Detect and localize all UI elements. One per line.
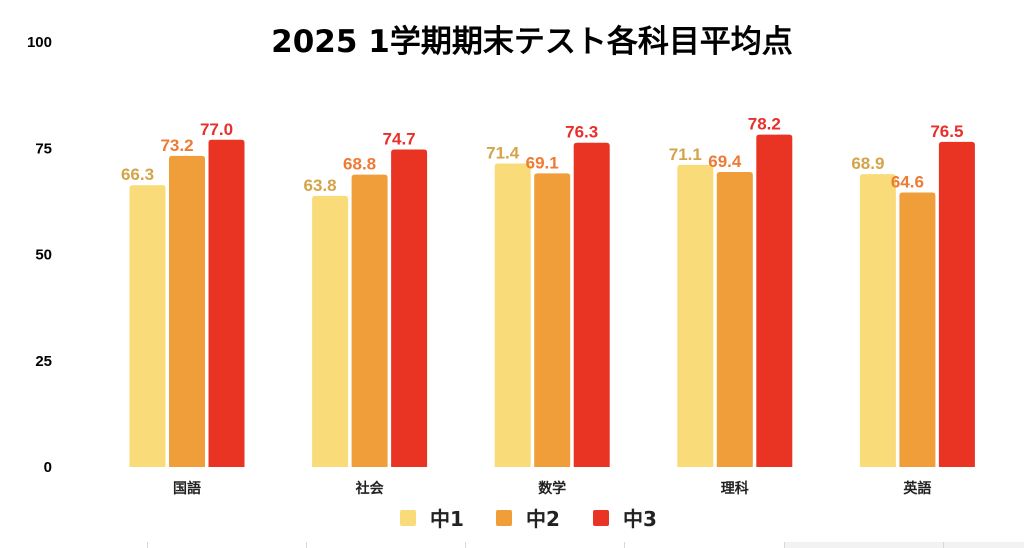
data-label: 76.3 bbox=[565, 123, 598, 142]
y-tick-label: 75 bbox=[35, 140, 52, 157]
divider bbox=[465, 542, 466, 548]
bar-中1-社会 bbox=[312, 195, 349, 467]
legend-swatch bbox=[400, 510, 416, 526]
x-axis: 国語 社会 数学 理科 英語 bbox=[173, 480, 931, 497]
bar-中3-理科 bbox=[756, 134, 793, 467]
bar-中1-理科 bbox=[677, 164, 714, 467]
legend-swatch bbox=[496, 510, 512, 526]
divider bbox=[147, 542, 148, 548]
bottom-panel bbox=[944, 542, 1024, 548]
bar-中3-社会 bbox=[391, 149, 428, 467]
bar-中2-数学 bbox=[534, 173, 571, 467]
data-label: 76.5 bbox=[930, 122, 963, 141]
divider bbox=[784, 542, 785, 548]
bars bbox=[129, 134, 975, 468]
x-tick-label: 社会 bbox=[355, 480, 385, 497]
legend: 中1 中2 中3 bbox=[400, 507, 657, 531]
bar-中2-英語 bbox=[899, 192, 936, 467]
bar-中3-英語 bbox=[938, 141, 975, 467]
data-label: 66.3 bbox=[121, 165, 154, 184]
divider bbox=[306, 542, 307, 548]
y-tick-label: 0 bbox=[44, 459, 52, 476]
legend-label: 中3 bbox=[623, 507, 657, 531]
bar-中2-理科 bbox=[716, 172, 753, 468]
data-label: 64.6 bbox=[891, 172, 924, 191]
chart-title: 2025 1学期期末テスト各科目平均点 bbox=[271, 24, 793, 60]
data-label: 78.2 bbox=[748, 115, 781, 134]
legend-swatch bbox=[593, 510, 609, 526]
bar-中2-国語 bbox=[169, 155, 205, 467]
data-label: 71.4 bbox=[486, 144, 520, 163]
data-label: 73.2 bbox=[160, 136, 193, 155]
data-labels: 66.3 73.2 77.0 63.8 68.8 74.7 71.4 69.1 76.3 71.1… bbox=[121, 115, 963, 195]
legend-label: 中1 bbox=[430, 507, 464, 531]
x-tick-label: 数学 bbox=[538, 480, 566, 497]
bar-中3-数学 bbox=[573, 142, 610, 467]
y-tick-label: 50 bbox=[35, 247, 52, 264]
data-label: 63.8 bbox=[304, 176, 337, 195]
data-label: 74.7 bbox=[383, 130, 416, 149]
bar-中1-数学 bbox=[494, 163, 531, 468]
data-label: 71.1 bbox=[669, 145, 702, 164]
divider bbox=[943, 542, 944, 548]
bar-中1-英語 bbox=[859, 174, 896, 468]
bar-中3-国語 bbox=[208, 139, 245, 467]
bar-中1-国語 bbox=[129, 185, 166, 467]
y-tick-label: 25 bbox=[35, 353, 52, 370]
data-label: 69.1 bbox=[526, 153, 559, 172]
x-tick-label: 国語 bbox=[173, 480, 201, 497]
data-label: 69.4 bbox=[708, 152, 742, 171]
x-tick-label: 英語 bbox=[902, 480, 931, 497]
bar-中2-社会 bbox=[351, 174, 388, 467]
y-tick-label: 100 bbox=[27, 34, 52, 51]
data-label: 68.8 bbox=[343, 155, 376, 174]
bottom-panel bbox=[784, 542, 944, 548]
x-tick-label: 理科 bbox=[721, 480, 749, 497]
data-label: 68.9 bbox=[851, 154, 884, 173]
legend-label: 中2 bbox=[526, 507, 560, 531]
divider bbox=[624, 542, 625, 548]
y-axis: 0 25 50 75 100 bbox=[27, 34, 52, 476]
data-label: 77.0 bbox=[200, 120, 233, 139]
